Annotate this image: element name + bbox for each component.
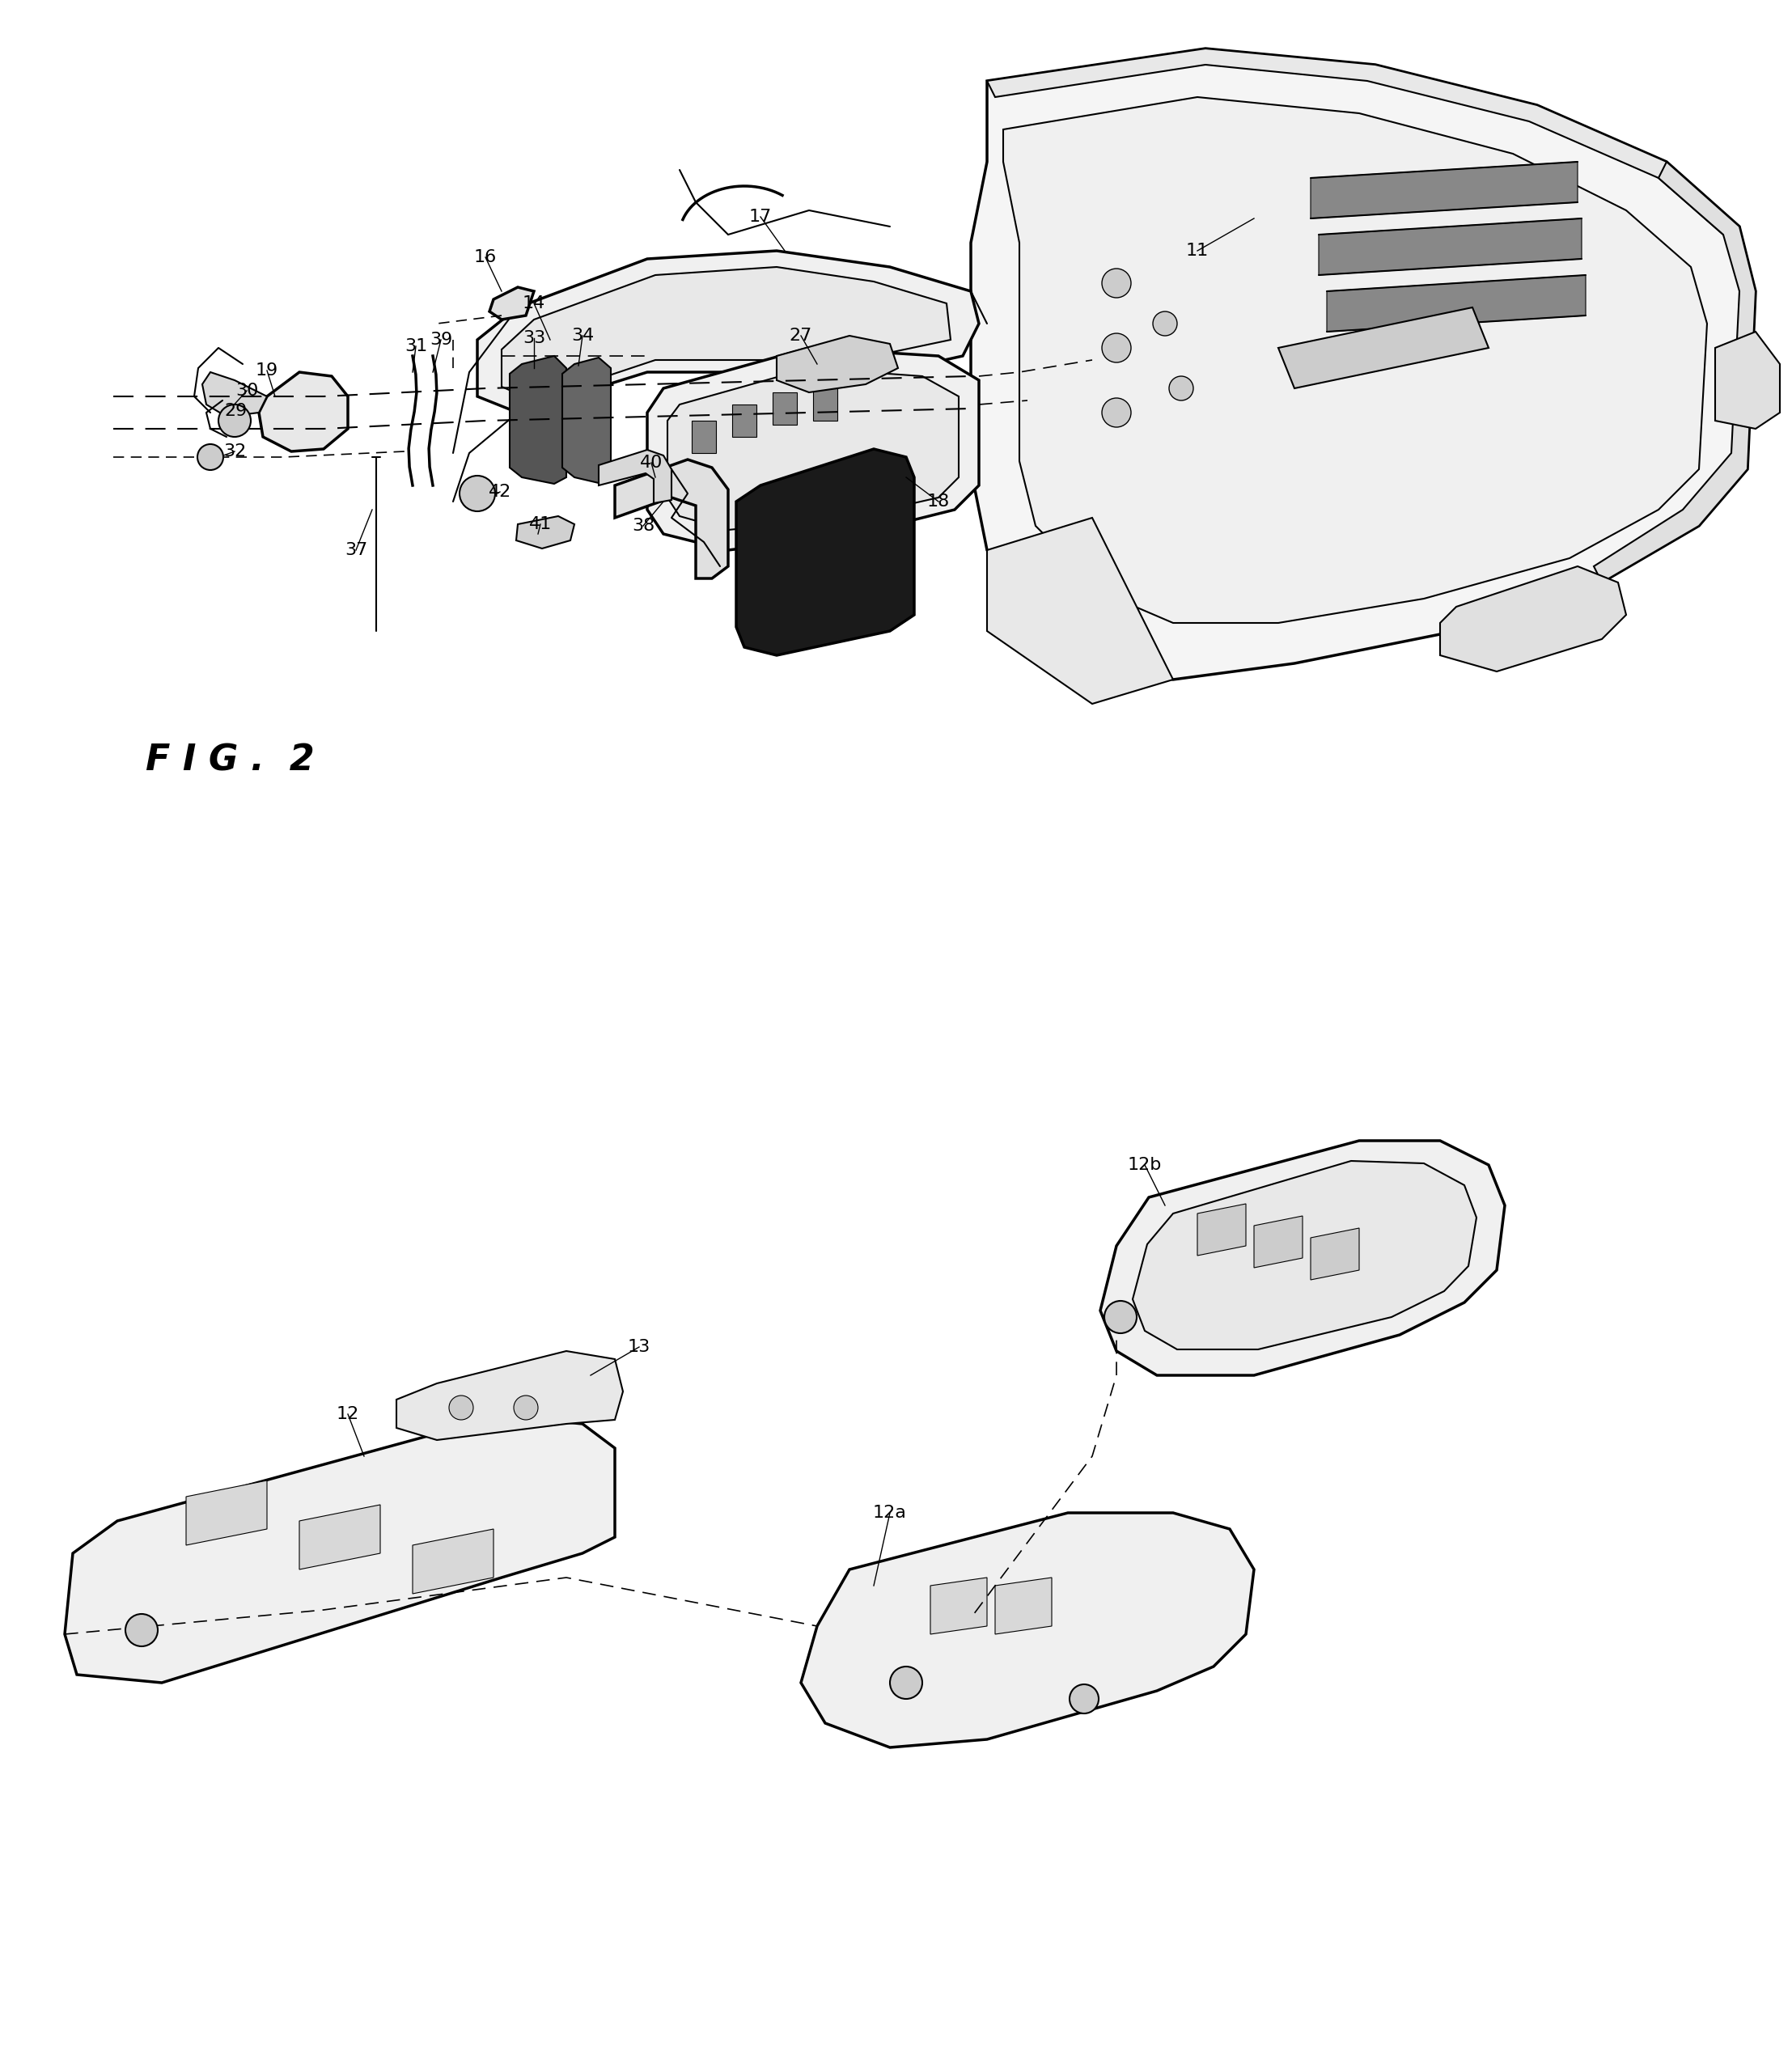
- Polygon shape: [615, 459, 728, 579]
- Circle shape: [514, 1395, 538, 1420]
- Circle shape: [1104, 1300, 1136, 1333]
- Polygon shape: [692, 422, 717, 453]
- Text: 12: 12: [337, 1406, 360, 1422]
- Polygon shape: [1310, 161, 1577, 219]
- Polygon shape: [1197, 1203, 1245, 1255]
- Polygon shape: [1319, 219, 1582, 275]
- Text: 19: 19: [256, 362, 278, 378]
- Polygon shape: [733, 405, 756, 436]
- Circle shape: [197, 444, 224, 469]
- Text: 12b: 12b: [1127, 1158, 1161, 1174]
- Text: 12a: 12a: [873, 1505, 907, 1521]
- Text: 42: 42: [489, 484, 511, 500]
- Circle shape: [125, 1614, 158, 1645]
- Polygon shape: [971, 48, 1756, 680]
- Text: 40: 40: [640, 455, 663, 471]
- Circle shape: [1102, 269, 1131, 298]
- Polygon shape: [772, 393, 797, 424]
- Polygon shape: [396, 1352, 624, 1441]
- Polygon shape: [1278, 308, 1489, 389]
- Polygon shape: [489, 287, 534, 320]
- Text: 39: 39: [430, 331, 452, 347]
- Bar: [1229, 401, 1278, 424]
- Polygon shape: [1133, 1162, 1477, 1350]
- Polygon shape: [186, 1480, 267, 1546]
- Text: 41: 41: [529, 517, 552, 533]
- Polygon shape: [202, 372, 267, 418]
- Bar: [1213, 343, 1262, 368]
- Text: 16: 16: [475, 250, 496, 265]
- Text: 38: 38: [633, 517, 654, 533]
- Polygon shape: [502, 267, 950, 401]
- Polygon shape: [647, 347, 978, 550]
- Text: 13: 13: [627, 1339, 650, 1356]
- Text: 33: 33: [523, 331, 545, 347]
- Polygon shape: [599, 451, 672, 502]
- Polygon shape: [1593, 161, 1756, 583]
- Polygon shape: [1254, 1215, 1303, 1267]
- Bar: [1213, 287, 1262, 312]
- Polygon shape: [65, 1416, 615, 1683]
- Polygon shape: [801, 1513, 1254, 1747]
- Circle shape: [1168, 376, 1193, 401]
- Polygon shape: [1310, 1228, 1358, 1279]
- Circle shape: [1102, 333, 1131, 362]
- Polygon shape: [1100, 1141, 1505, 1375]
- Text: 32: 32: [224, 442, 246, 459]
- Polygon shape: [477, 250, 978, 413]
- Polygon shape: [516, 517, 575, 548]
- Circle shape: [219, 405, 251, 436]
- Text: F I G .  2: F I G . 2: [145, 742, 315, 777]
- Circle shape: [450, 1395, 473, 1420]
- Polygon shape: [930, 1577, 987, 1635]
- Text: 34: 34: [572, 329, 593, 343]
- Polygon shape: [1441, 566, 1625, 672]
- Polygon shape: [995, 1577, 1052, 1635]
- Polygon shape: [814, 389, 837, 422]
- Circle shape: [1152, 312, 1177, 335]
- Polygon shape: [509, 356, 566, 484]
- Polygon shape: [1326, 275, 1586, 331]
- Text: 37: 37: [344, 542, 367, 558]
- Text: 31: 31: [405, 339, 426, 353]
- Text: 14: 14: [523, 296, 545, 312]
- Polygon shape: [737, 449, 914, 655]
- Text: 27: 27: [790, 329, 812, 343]
- Polygon shape: [987, 48, 1740, 236]
- Polygon shape: [563, 358, 611, 484]
- Text: 18: 18: [926, 494, 950, 511]
- Text: 11: 11: [1186, 242, 1210, 258]
- Polygon shape: [1715, 331, 1779, 428]
- Polygon shape: [667, 368, 959, 529]
- Polygon shape: [776, 335, 898, 393]
- Polygon shape: [987, 517, 1174, 705]
- Circle shape: [459, 475, 495, 511]
- Circle shape: [891, 1666, 923, 1699]
- Text: 17: 17: [749, 209, 772, 225]
- Circle shape: [1102, 399, 1131, 428]
- Polygon shape: [299, 1505, 380, 1569]
- Text: 29: 29: [224, 403, 247, 420]
- Polygon shape: [1004, 97, 1708, 622]
- Polygon shape: [412, 1530, 493, 1594]
- Circle shape: [1070, 1685, 1098, 1714]
- Polygon shape: [258, 372, 348, 451]
- Text: 30: 30: [235, 382, 258, 399]
